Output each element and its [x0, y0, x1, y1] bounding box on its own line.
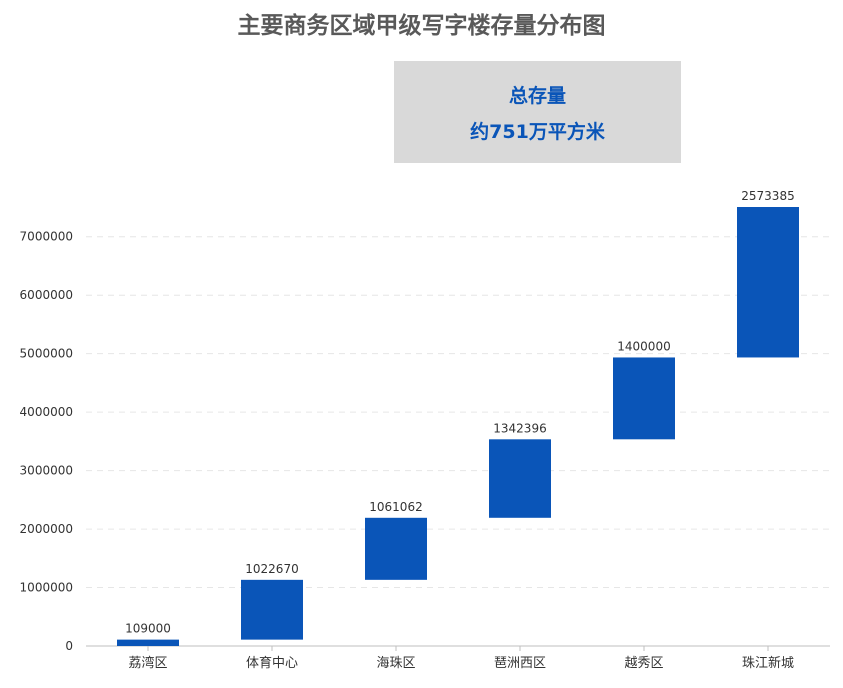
bar-4 [489, 439, 551, 518]
data-label: 2573385 [741, 189, 794, 203]
y-tick-label: 6000000 [20, 288, 73, 302]
data-label: 1061062 [369, 500, 422, 514]
bar-3 [365, 517, 427, 580]
chart-title: 主要商务区域甲级写字楼存量分布图 [237, 13, 606, 39]
y-tick-label: 0 [65, 639, 73, 653]
data-label: 1342396 [493, 421, 546, 435]
y-tick-label: 7000000 [20, 230, 73, 244]
x-category-label: 荔湾区 [128, 655, 167, 671]
bar-6 [737, 207, 799, 358]
summary-total-label: 总存量 [508, 85, 566, 107]
data-label: 1022670 [245, 562, 298, 576]
summary-total-value: 约751万平方米 [470, 121, 605, 143]
y-tick-label: 5000000 [20, 347, 73, 361]
y-tick-label: 3000000 [20, 464, 73, 478]
x-category-label: 体育中心 [246, 655, 298, 671]
data-label: 1400000 [617, 339, 670, 353]
y-tick-label: 2000000 [20, 522, 73, 536]
y-tick-label: 1000000 [20, 581, 73, 595]
x-category-label: 越秀区 [624, 656, 663, 671]
x-category-label: 海珠区 [376, 656, 415, 671]
y-tick-label: 4000000 [20, 405, 73, 419]
x-category-label: 琶洲西区 [494, 656, 546, 671]
data-label: 109000 [125, 622, 171, 636]
x-category-label: 珠江新城 [742, 655, 794, 671]
bar-1 [117, 639, 179, 646]
summary-box: 总存量 约751万平方米 [394, 61, 681, 163]
bar-5 [613, 357, 675, 440]
bar-2 [241, 579, 303, 640]
